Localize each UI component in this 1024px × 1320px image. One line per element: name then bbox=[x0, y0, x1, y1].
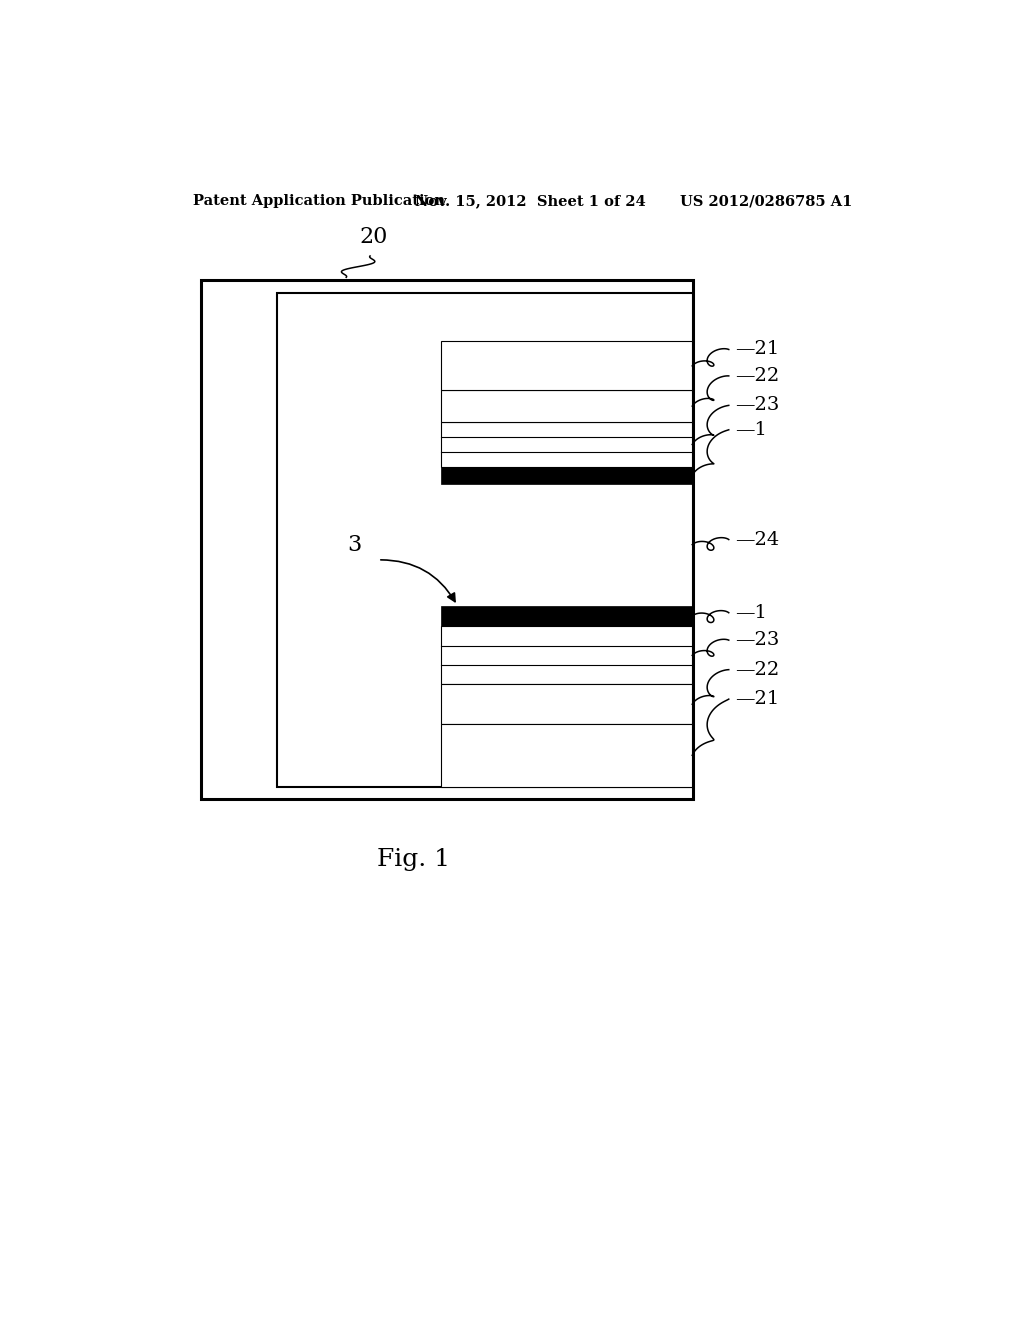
Bar bbox=[441, 725, 692, 787]
Text: —21: —21 bbox=[735, 690, 779, 708]
Text: US 2012/0286785 A1: US 2012/0286785 A1 bbox=[680, 194, 852, 209]
Bar bbox=[441, 467, 692, 483]
Text: —23: —23 bbox=[735, 631, 779, 649]
Text: —21: —21 bbox=[735, 341, 779, 359]
Text: —1: —1 bbox=[735, 603, 767, 622]
Bar bbox=[441, 684, 692, 725]
Text: 3: 3 bbox=[347, 533, 361, 556]
Bar bbox=[441, 391, 692, 422]
Text: Fig. 1: Fig. 1 bbox=[377, 849, 451, 871]
Text: —22: —22 bbox=[735, 660, 779, 678]
Bar bbox=[441, 342, 692, 391]
Text: —22: —22 bbox=[735, 367, 779, 385]
Text: Patent Application Publication: Patent Application Publication bbox=[194, 194, 445, 209]
Text: 20: 20 bbox=[359, 226, 388, 248]
Bar bbox=[441, 606, 692, 627]
Bar bbox=[441, 627, 692, 684]
Text: —23: —23 bbox=[735, 396, 779, 414]
Text: —24: —24 bbox=[735, 531, 779, 549]
FancyArrowPatch shape bbox=[381, 560, 455, 602]
Text: —1: —1 bbox=[735, 421, 767, 438]
Bar bbox=[441, 422, 692, 467]
Bar bbox=[278, 293, 693, 787]
Bar bbox=[201, 280, 693, 799]
Text: Nov. 15, 2012  Sheet 1 of 24: Nov. 15, 2012 Sheet 1 of 24 bbox=[416, 194, 646, 209]
